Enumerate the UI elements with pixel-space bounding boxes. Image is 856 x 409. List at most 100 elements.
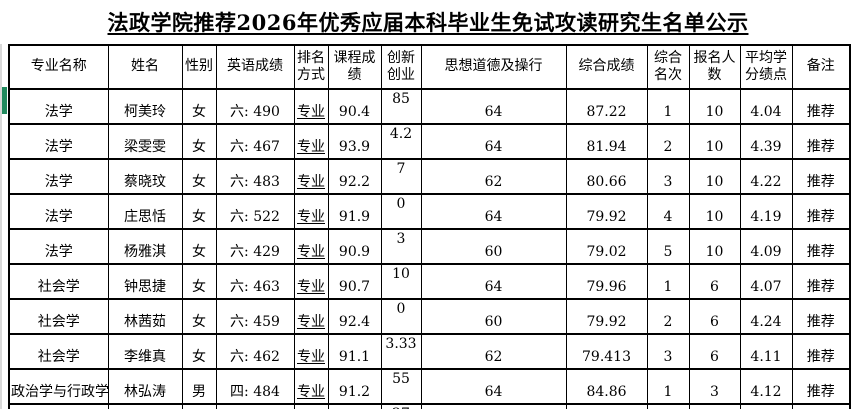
cell-r5-c4[interactable]: 专业 — [293, 264, 329, 300]
cell-r2-c3[interactable]: 六: 483 — [215, 159, 295, 195]
cell-r1-c8[interactable]: 81.94 — [565, 124, 648, 160]
cell-r8-c4[interactable]: 专业 — [293, 369, 329, 405]
cell-r4-c12[interactable]: 推荐 — [791, 229, 851, 265]
column-header-2[interactable]: 性别 — [181, 44, 217, 90]
cell-r8-c8[interactable]: 84.86 — [565, 369, 648, 405]
cell-r6-c4[interactable]: 专业 — [293, 299, 329, 335]
cell-r6-c2[interactable]: 女 — [181, 299, 217, 335]
cell-r4-c9[interactable]: 5 — [646, 229, 690, 265]
cell-r4-c4[interactable]: 专业 — [293, 229, 329, 265]
cell-r2-c10[interactable]: 10 — [688, 159, 741, 195]
cell-r5-c2[interactable]: 女 — [181, 264, 217, 300]
cell-r0-c7[interactable]: 64 — [420, 89, 567, 125]
cell-r7-c10[interactable]: 6 — [688, 334, 741, 370]
cell-r3-c3[interactable]: 六: 522 — [215, 194, 295, 230]
column-header-8[interactable]: 综合成绩 — [565, 44, 648, 90]
cell-r0-c10[interactable]: 10 — [688, 89, 741, 125]
cell-r3-c0[interactable]: 法学 — [8, 194, 109, 230]
cell-r5-c10[interactable]: 6 — [688, 264, 741, 300]
cell-r3-c10[interactable]: 10 — [688, 194, 741, 230]
cell-r8-c6[interactable]: 55 — [380, 369, 422, 405]
cell-r0-c1[interactable]: 柯美玲 — [107, 89, 183, 125]
cell-r9-c2[interactable]: 女 — [181, 404, 217, 409]
column-header-9[interactable]: 综合名次 — [646, 44, 690, 90]
cell-r3-c2[interactable]: 女 — [181, 194, 217, 230]
cell-r8-c5[interactable]: 91.2 — [327, 369, 382, 405]
cell-r7-c7[interactable]: 62 — [420, 334, 567, 370]
cell-r4-c2[interactable]: 女 — [181, 229, 217, 265]
cell-r6-c10[interactable]: 6 — [688, 299, 741, 335]
cell-r3-c8[interactable]: 79.92 — [565, 194, 648, 230]
cell-r9-c11[interactable]: 4.18 — [739, 404, 793, 409]
cell-r1-c9[interactable]: 2 — [646, 124, 690, 160]
cell-r7-c5[interactable]: 91.1 — [327, 334, 382, 370]
cell-r5-c0[interactable]: 社会学 — [8, 264, 109, 300]
cell-r6-c0[interactable]: 社会学 — [8, 299, 109, 335]
cell-r3-c4[interactable]: 专业 — [293, 194, 329, 230]
cell-r0-c6[interactable]: 85 — [380, 89, 422, 125]
column-header-5[interactable]: 课程成绩 — [327, 44, 382, 90]
cell-r9-c12[interactable]: 备选 — [791, 404, 851, 409]
cell-r9-c3[interactable]: 六: 441 — [215, 404, 295, 409]
column-header-1[interactable]: 姓名 — [107, 44, 183, 90]
cell-r0-c8[interactable]: 87.22 — [565, 89, 648, 125]
cell-r2-c7[interactable]: 62 — [420, 159, 567, 195]
cell-r9-c6[interactable]: 27 — [380, 404, 422, 409]
cell-r9-c9[interactable]: 10 — [646, 404, 690, 409]
cell-r9-c7[interactable]: 62 — [420, 404, 567, 409]
cell-r0-c11[interactable]: 4.04 — [739, 89, 793, 125]
cell-r4-c7[interactable]: 60 — [420, 229, 567, 265]
cell-r0-c5[interactable]: 90.4 — [327, 89, 382, 125]
cell-r0-c9[interactable]: 1 — [646, 89, 690, 125]
column-header-12[interactable]: 备注 — [791, 44, 851, 90]
cell-r6-c8[interactable]: 79.92 — [565, 299, 648, 335]
column-header-4[interactable]: 排名方式 — [293, 44, 329, 90]
cell-r1-c0[interactable]: 法学 — [8, 124, 109, 160]
cell-r3-c7[interactable]: 64 — [420, 194, 567, 230]
cell-r7-c3[interactable]: 六: 462 — [215, 334, 295, 370]
cell-r2-c8[interactable]: 80.66 — [565, 159, 648, 195]
cell-r8-c12[interactable]: 推荐 — [791, 369, 851, 405]
cell-r3-c5[interactable]: 91.9 — [327, 194, 382, 230]
cell-r5-c7[interactable]: 64 — [420, 264, 567, 300]
cell-r1-c3[interactable]: 六: 467 — [215, 124, 295, 160]
cell-r1-c4[interactable]: 专业 — [293, 124, 329, 160]
cell-r6-c6[interactable]: 0 — [380, 299, 422, 335]
cell-r3-c1[interactable]: 庄思恬 — [107, 194, 183, 230]
column-header-0[interactable]: 专业名称 — [8, 44, 109, 90]
cell-r0-c3[interactable]: 六: 490 — [215, 89, 295, 125]
cell-r7-c2[interactable]: 女 — [181, 334, 217, 370]
cell-r9-c1[interactable]: 劳妙冰 — [107, 404, 183, 409]
cell-r1-c12[interactable]: 推荐 — [791, 124, 851, 160]
cell-r5-c12[interactable]: 推荐 — [791, 264, 851, 300]
cell-r7-c8[interactable]: 79.413 — [565, 334, 648, 370]
cell-r8-c1[interactable]: 林弘涛 — [107, 369, 183, 405]
cell-r7-c6[interactable]: 3.33 — [380, 334, 422, 370]
cell-r5-c8[interactable]: 79.96 — [565, 264, 648, 300]
cell-r6-c1[interactable]: 林茜茹 — [107, 299, 183, 335]
cell-r3-c9[interactable]: 4 — [646, 194, 690, 230]
cell-r6-c12[interactable]: 推荐 — [791, 299, 851, 335]
cell-r8-c2[interactable]: 男 — [181, 369, 217, 405]
cell-r8-c3[interactable]: 四: 484 — [215, 369, 295, 405]
cell-r8-c9[interactable]: 1 — [646, 369, 690, 405]
cell-r5-c5[interactable]: 90.7 — [327, 264, 382, 300]
cell-r4-c3[interactable]: 六: 429 — [215, 229, 295, 265]
cell-r7-c11[interactable]: 4.11 — [739, 334, 793, 370]
cell-r8-c7[interactable]: 64 — [420, 369, 567, 405]
cell-r9-c0[interactable]: 政治学与行政学 — [8, 404, 109, 409]
cell-r7-c0[interactable]: 社会学 — [8, 334, 109, 370]
cell-r4-c8[interactable]: 79.02 — [565, 229, 648, 265]
column-header-3[interactable]: 英语成绩 — [215, 44, 295, 90]
cell-r2-c0[interactable]: 法学 — [8, 159, 109, 195]
cell-r2-c11[interactable]: 4.22 — [739, 159, 793, 195]
cell-r1-c2[interactable]: 女 — [181, 124, 217, 160]
cell-r2-c5[interactable]: 92.2 — [327, 159, 382, 195]
cell-r4-c10[interactable]: 10 — [688, 229, 741, 265]
column-header-6[interactable]: 创新创业 — [380, 44, 422, 90]
cell-r9-c8[interactable]: 82.34 — [565, 404, 648, 409]
cell-r1-c11[interactable]: 4.39 — [739, 124, 793, 160]
cell-r8-c10[interactable]: 3 — [688, 369, 741, 405]
cell-r7-c4[interactable]: 专业 — [293, 334, 329, 370]
cell-r0-c4[interactable]: 专业 — [293, 89, 329, 125]
